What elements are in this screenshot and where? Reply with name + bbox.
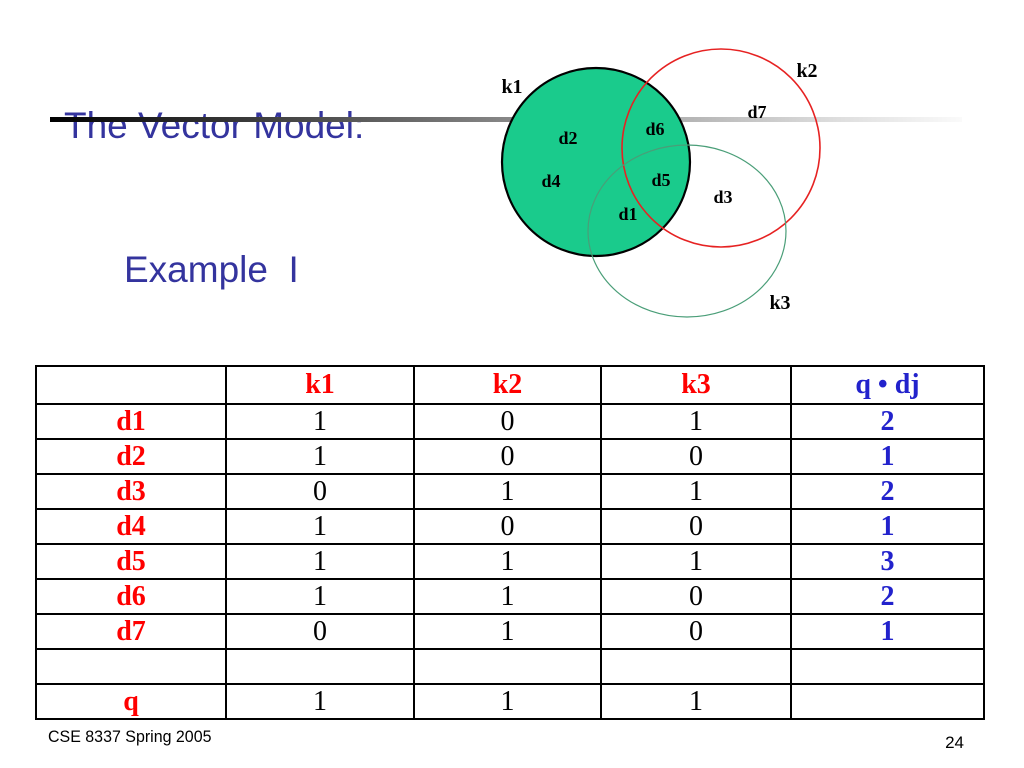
venn-label-k1: k1 — [501, 76, 522, 98]
row-label — [35, 648, 227, 685]
table-row-empty — [35, 648, 985, 685]
table-row-d4: d4 1 0 0 1 — [35, 508, 985, 545]
table-row-d3: d3 0 1 1 2 — [35, 473, 985, 510]
venn-label-d2: d2 — [558, 128, 577, 148]
cell-k3: 0 — [600, 508, 792, 545]
table-row-d6: d6 1 1 0 2 — [35, 578, 985, 615]
venn-label-d7: d7 — [747, 102, 766, 122]
cell-k3: 0 — [600, 438, 792, 475]
venn-label-d3: d3 — [713, 187, 732, 207]
table-header-row: k1 k2 k3 q • dj — [35, 365, 985, 405]
venn-label-d4: d4 — [541, 171, 560, 191]
title-line-2: Example I — [124, 249, 299, 290]
cell-k3: 1 — [600, 543, 792, 580]
term-document-table: k1 k2 k3 q • dj d1 1 0 1 2 d2 1 0 0 1 d3… — [35, 365, 985, 720]
cell-k1: 1 — [225, 683, 415, 720]
cell-k1: 1 — [225, 543, 415, 580]
cell-k1: 1 — [225, 438, 415, 475]
k2-circle — [621, 48, 821, 248]
cell-k3: 1 — [600, 473, 792, 510]
cell-k1: 1 — [225, 403, 415, 440]
title-line-1: The Vector Model: — [64, 105, 365, 146]
venn-label-k2: k2 — [796, 60, 817, 82]
row-label: d7 — [35, 613, 227, 650]
row-label: d5 — [35, 543, 227, 580]
cell-k2: 0 — [413, 508, 602, 545]
cell-k3 — [600, 648, 792, 685]
cell-k2: 1 — [413, 543, 602, 580]
row-label: d1 — [35, 403, 227, 440]
cell-k2: 0 — [413, 403, 602, 440]
header-cell-k1: k1 — [225, 365, 415, 405]
footer-course-label: CSE 8337 Spring 2005 — [48, 727, 212, 746]
cell-score: 2 — [790, 578, 985, 615]
cell-k2: 1 — [413, 613, 602, 650]
cell-k2: 1 — [413, 473, 602, 510]
venn-label-d1: d1 — [618, 204, 637, 224]
cell-k1: 1 — [225, 508, 415, 545]
cell-score: 1 — [790, 613, 985, 650]
venn-label-d5: d5 — [651, 170, 670, 190]
cell-k2: 0 — [413, 438, 602, 475]
cell-k3: 1 — [600, 683, 792, 720]
table-row-d7: d7 0 1 0 1 — [35, 613, 985, 650]
row-label: d3 — [35, 473, 227, 510]
k3-ellipse — [587, 144, 787, 318]
table-row-q: q 1 1 1 — [35, 683, 985, 720]
cell-k1: 1 — [225, 578, 415, 615]
cell-k1: 0 — [225, 473, 415, 510]
cell-score: 2 — [790, 403, 985, 440]
cell-score — [790, 648, 985, 685]
cell-k3: 1 — [600, 403, 792, 440]
row-label: d2 — [35, 438, 227, 475]
venn-diagram: k1 k2 k3 d2 d6 d7 d4 d5 d3 d1 — [500, 48, 821, 318]
header-cell-k3: k3 — [600, 365, 792, 405]
row-label: d6 — [35, 578, 227, 615]
row-label: q — [35, 683, 227, 720]
divider-rule — [50, 117, 962, 122]
cell-score: 1 — [790, 438, 985, 475]
cell-k2 — [413, 648, 602, 685]
header-cell-k2: k2 — [413, 365, 602, 405]
cell-score: 3 — [790, 543, 985, 580]
table-row-d5: d5 1 1 1 3 — [35, 543, 985, 580]
row-label: d4 — [35, 508, 227, 545]
cell-k1: 0 — [225, 613, 415, 650]
cell-score: 1 — [790, 508, 985, 545]
cell-k3: 0 — [600, 578, 792, 615]
table-row-d2: d2 1 0 0 1 — [35, 438, 985, 475]
cell-k2: 1 — [413, 683, 602, 720]
cell-score: 2 — [790, 473, 985, 510]
venn-label-k3: k3 — [769, 292, 790, 314]
venn-label-d6: d6 — [645, 119, 664, 139]
cell-k1 — [225, 648, 415, 685]
cell-score — [790, 683, 985, 720]
table-row-d1: d1 1 0 1 2 — [35, 403, 985, 440]
page-number: 24 — [945, 733, 964, 752]
cell-k3: 0 — [600, 613, 792, 650]
header-cell-empty — [35, 365, 227, 405]
cell-k2: 1 — [413, 578, 602, 615]
header-cell-q-dot-dj: q • dj — [790, 365, 985, 405]
slide-title: The Vector Model: Example I — [64, 6, 364, 390]
